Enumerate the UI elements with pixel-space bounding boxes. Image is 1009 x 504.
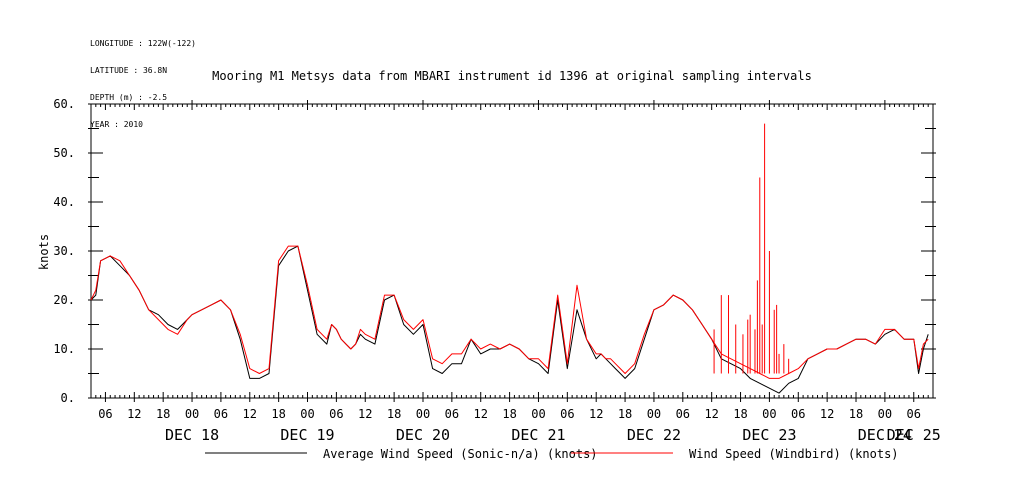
y-tick-label: 60. <box>53 97 75 111</box>
x-hour-label: 18 <box>271 407 285 421</box>
x-day-label: DEC 20 <box>396 426 450 444</box>
x-hour-label: 06 <box>214 407 228 421</box>
x-hour-label: 18 <box>156 407 170 421</box>
metadata-block: LONGITUDE : 122W(-122) LATITUDE : 36.8N … <box>90 21 196 138</box>
legend-label-average: Average Wind Speed (Sonic-n/a) (knots) <box>323 447 598 461</box>
axes <box>88 100 936 402</box>
x-hour-label: 06 <box>445 407 459 421</box>
series-layer <box>90 123 929 394</box>
x-hour-label: 12 <box>358 407 372 421</box>
x-hour-label: 00 <box>416 407 430 421</box>
y-tick-label: 40. <box>53 195 75 209</box>
x-hour-label: 18 <box>733 407 747 421</box>
x-hour-label: 06 <box>329 407 343 421</box>
x-hour-label: 00 <box>531 407 545 421</box>
plot-frame <box>90 103 934 399</box>
x-hour-label: 18 <box>849 407 863 421</box>
y-tick-label: 30. <box>53 244 75 258</box>
series-windbird-line <box>90 245 929 379</box>
x-hour-label: 00 <box>647 407 661 421</box>
y-tick-label: 0. <box>61 391 75 405</box>
x-hour-label: 00 <box>762 407 776 421</box>
x-hour-label: 06 <box>907 407 921 421</box>
x-hour-label: 12 <box>704 407 718 421</box>
y-axis-label: knots <box>37 234 51 270</box>
x-day-label: DEC 21 <box>511 426 565 444</box>
x-hour-label: 12 <box>127 407 141 421</box>
x-hour-label: 12 <box>589 407 603 421</box>
meta-latitude: LATITUDE : 36.8N <box>90 66 168 75</box>
x-hour-label: 00 <box>878 407 892 421</box>
x-hour-label: 00 <box>185 407 199 421</box>
series-average-line <box>90 245 929 394</box>
x-day-label: DEC 24 <box>858 426 912 444</box>
meta-longitude: LONGITUDE : 122W(-122) <box>90 39 196 48</box>
x-hour-label: 06 <box>98 407 112 421</box>
x-hour-label: 18 <box>387 407 401 421</box>
x-hour-label: 12 <box>473 407 487 421</box>
x-day-label: DEC 19 <box>280 426 334 444</box>
y-tick-label: 10. <box>53 342 75 356</box>
y-tick-label: 50. <box>53 146 75 160</box>
chart-title: Mooring M1 Metsys data from MBARI instru… <box>212 69 812 83</box>
x-hour-label: 12 <box>243 407 257 421</box>
legend: Average Wind Speed (Sonic-n/a) (knots) W… <box>205 447 899 461</box>
x-day-label: DEC 25 <box>887 426 941 444</box>
x-day-label: DEC 23 <box>742 426 796 444</box>
y-tick-labels: 0. 10. 20. 30. 40. 50. 60. <box>53 97 75 405</box>
x-tick-labels: 06 12 18 00 06 12 18 00 06 12 18 00 06 12 18 00 06 12 18 00… <box>98 407 941 444</box>
x-hour-label: 06 <box>560 407 574 421</box>
y-tick-label: 20. <box>53 293 75 307</box>
x-hour-label: 06 <box>676 407 690 421</box>
meta-year: YEAR : 2010 <box>90 120 143 129</box>
x-hour-label: 18 <box>502 407 516 421</box>
x-hour-label: 00 <box>300 407 314 421</box>
x-hour-label: 18 <box>618 407 632 421</box>
legend-label-windbird: Wind Speed (Windbird) (knots) <box>689 447 899 461</box>
x-day-label: DEC 22 <box>627 426 681 444</box>
x-hour-label: 12 <box>820 407 834 421</box>
x-day-label: DEC 18 <box>165 426 219 444</box>
meta-depth: DEPTH (m) : -2.5 <box>90 93 168 102</box>
x-hour-label: 06 <box>791 407 805 421</box>
